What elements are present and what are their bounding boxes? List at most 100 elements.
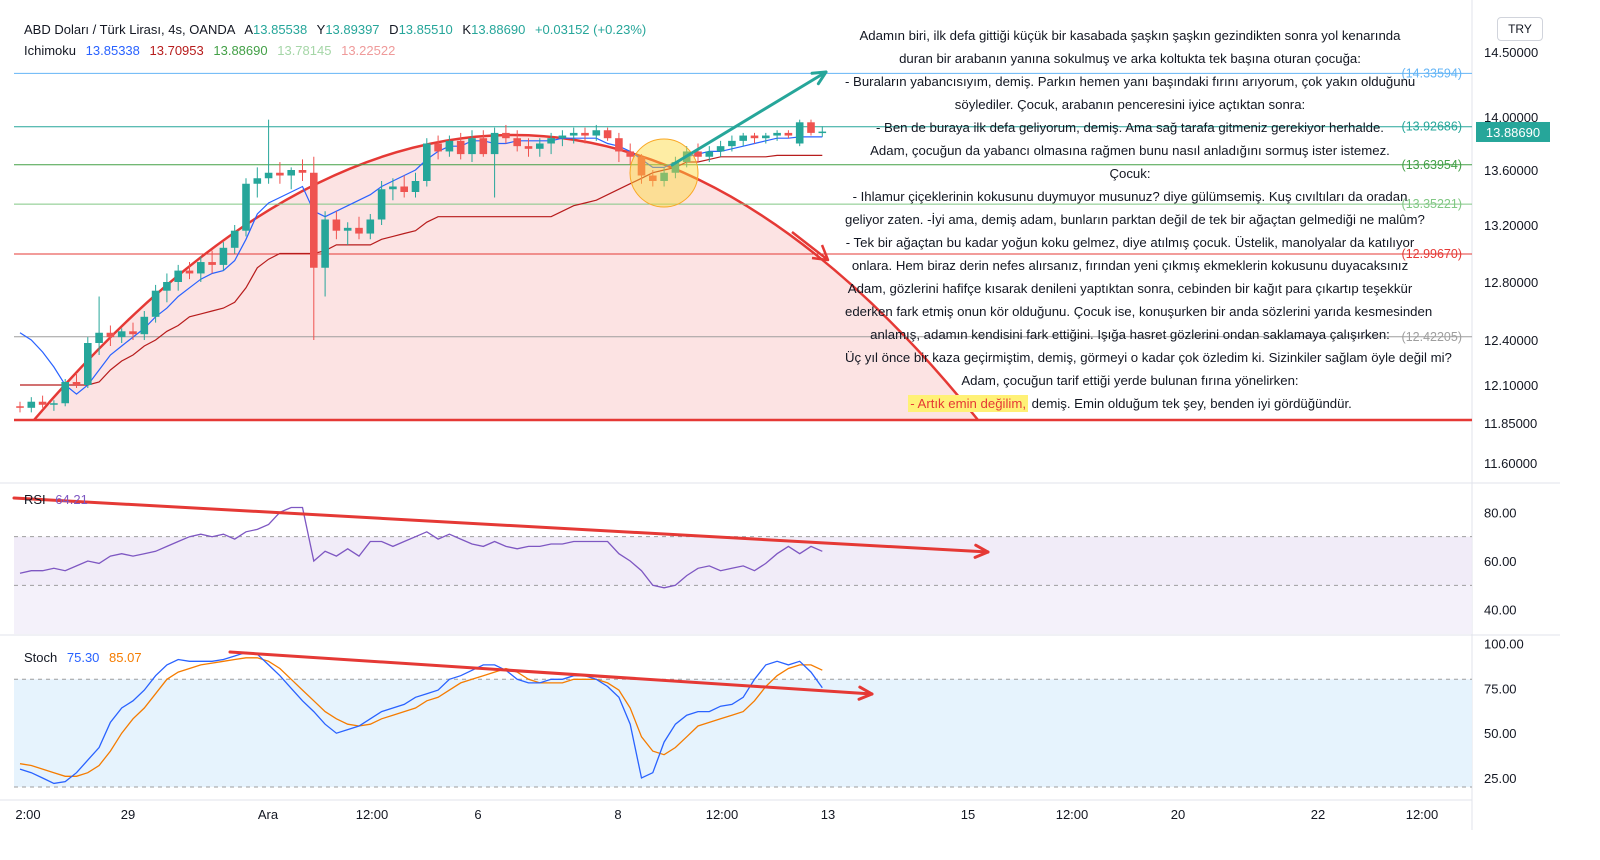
story-line: - Tek bir ağaçtan bu kadar yoğun koku ge…: [845, 235, 1415, 250]
candle-body: [287, 170, 295, 176]
up-arrow-head: [810, 70, 828, 86]
story-line: Adam, çocuğun da yabancı olmasına rağmen…: [870, 143, 1390, 158]
level-label: (12.42205): [1402, 330, 1462, 344]
candle-body: [276, 172, 284, 176]
stoch-band: [14, 679, 1472, 788]
rsi-title: RSI: [24, 492, 46, 507]
price-tick-label: 13.60000: [1484, 163, 1538, 178]
story-line: Adam, gözlerini hafifçe kısarak denileni…: [847, 281, 1413, 296]
candle-body: [185, 270, 194, 274]
candle-body: [536, 143, 544, 149]
candle-body: [445, 140, 454, 152]
candle-body: [50, 403, 58, 405]
ohlc-low-value: 13.85510: [398, 22, 453, 37]
price-tick-label: 12.80000: [1484, 275, 1538, 290]
candle-body: [151, 290, 160, 317]
candle-body: [117, 331, 126, 338]
candle-body: [728, 140, 736, 147]
candle-body: [343, 227, 352, 231]
rsi-tick-label: 80.00: [1484, 505, 1517, 520]
candle-body: [38, 401, 47, 405]
candle-body: [626, 151, 634, 157]
price-tick-label: 12.10000: [1484, 378, 1538, 393]
ichimoku-kijun-value: 13.70953: [149, 43, 204, 58]
candle-body: [502, 132, 510, 139]
stoch-legend[interactable]: Stoch 75.30 85.07: [24, 650, 148, 665]
time-tick-label: 6: [474, 807, 481, 822]
candle-body: [762, 135, 770, 139]
candle-body: [174, 270, 182, 282]
candle-body: [547, 138, 555, 144]
up-arrow: [670, 70, 828, 167]
candle-body: [423, 143, 431, 181]
candle-body: [219, 247, 228, 265]
ichimoku-chikou-value: 13.88690: [213, 43, 268, 58]
candle-body: [411, 181, 420, 192]
candle-body: [637, 156, 646, 176]
candle-body: [140, 316, 149, 335]
price-tick-label: 13.20000: [1484, 218, 1538, 233]
highlight-circle: [629, 138, 699, 208]
story-text-block: Adamın biri, ilk defa gittiği küçük bir …: [845, 24, 1452, 415]
candle-body: [592, 130, 601, 136]
story-line: duran bir arabanın yanına sokulmuş ve ar…: [899, 51, 1361, 66]
candle-body: [434, 143, 442, 152]
time-tick-label: 12:00: [1406, 807, 1439, 822]
ichimoku-tenkan-value: 13.85338: [85, 43, 140, 58]
candle-body: [569, 132, 578, 136]
price-tick-label: 11.85000: [1484, 416, 1537, 431]
ohlc-open-label: A: [244, 22, 254, 37]
time-tick-label: 15: [961, 807, 975, 822]
candle-body: [208, 262, 216, 265]
candle-body: [95, 332, 103, 343]
time-tick-label: 12:00: [356, 807, 389, 822]
price-tick-label: 14.00000: [1484, 110, 1538, 125]
currency-button[interactable]: TRY: [1497, 17, 1543, 41]
stoch-trend-arrow: [228, 650, 874, 696]
rsi-legend[interactable]: RSI 64.21: [24, 492, 94, 507]
time-tick-label: 8: [614, 807, 621, 822]
time-tick-label: 29: [121, 807, 135, 822]
story-line: - Ben de buraya ilk defa geliyorum, demi…: [876, 120, 1384, 135]
ichimoku-span-b-value: 13.22522: [341, 43, 396, 58]
story-line: geliyor zaten. -İyi ama, demiş adam, bun…: [845, 212, 1425, 227]
story-last-line: - Artık emin değilim, demiş. Emin olduğu…: [845, 392, 1415, 415]
candle-body: [366, 219, 375, 234]
time-tick-label: 13: [821, 807, 835, 822]
candle-body: [660, 172, 668, 181]
ohlc-close-value: 13.88690: [471, 22, 526, 37]
candle-body: [321, 219, 329, 268]
candle-body: [818, 131, 827, 134]
story-line: onlara. Hem biraz derin nefes alırsanız,…: [851, 258, 1409, 273]
story-line: Adamın biri, ilk defa gittiği küçük bir …: [859, 28, 1401, 43]
candle-body: [72, 382, 81, 385]
candle-body: [716, 146, 725, 152]
level-label: (13.35221): [1402, 197, 1462, 211]
symbol-title[interactable]: ABD Doları / Türk Lirası, 4s, OANDA: [24, 22, 236, 37]
story-line: Çocuk:: [1109, 166, 1151, 181]
candle-body: [705, 151, 714, 157]
rsi-tick-label: 40.00: [1484, 603, 1517, 618]
candle-body: [784, 132, 793, 136]
candle-body: [129, 331, 137, 335]
candle-body: [558, 135, 567, 139]
stoch-d-value: 85.07: [109, 650, 142, 665]
rsi-band: [14, 536, 1472, 586]
candle-body: [253, 178, 262, 184]
story-line: ederken fark etmiş onun kör olduğunu. Ço…: [845, 304, 1433, 319]
ichimoku-span-a-value: 13.78145: [277, 43, 332, 58]
rsi-lower-zone: [14, 585, 1472, 634]
story-line: Adam, çocuğun tarif ettiği yerde bulunan…: [961, 373, 1299, 388]
level-label: (13.63954): [1402, 158, 1462, 172]
candle-body: [479, 138, 488, 155]
stoch-tick-label: 25.00: [1484, 771, 1517, 786]
candle-body: [298, 170, 307, 173]
stoch-title: Stoch: [24, 650, 58, 665]
level-label: (12.99670): [1402, 247, 1462, 261]
ichimoku-legend[interactable]: Ichimoku 13.85338 13.70953 13.88690 13.7…: [24, 43, 401, 58]
stoch-d-line: [19, 657, 823, 777]
ohlc-open-value: 13.85538: [253, 22, 308, 37]
candle-body: [773, 132, 781, 136]
rsi-tick-label: 60.00: [1484, 554, 1517, 569]
